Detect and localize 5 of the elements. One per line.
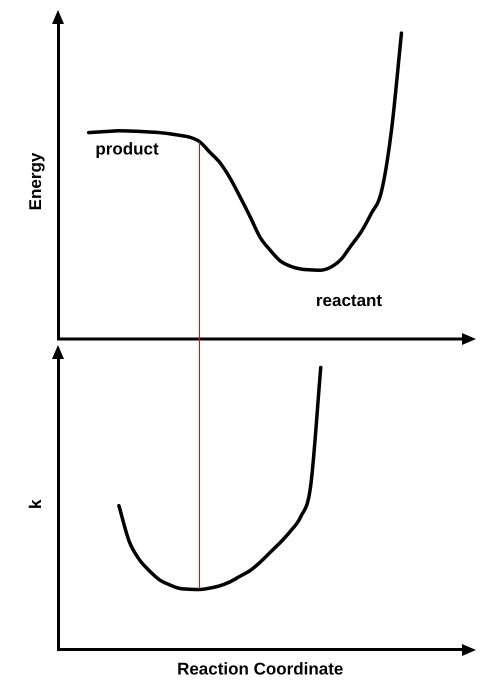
x-axis-title: Reaction Coordinate [177, 659, 344, 678]
y-axis-title: Energy [26, 152, 45, 210]
annotation: reactant [316, 290, 382, 310]
y-axis-title: k [26, 499, 45, 510]
annotation: product [95, 140, 159, 159]
